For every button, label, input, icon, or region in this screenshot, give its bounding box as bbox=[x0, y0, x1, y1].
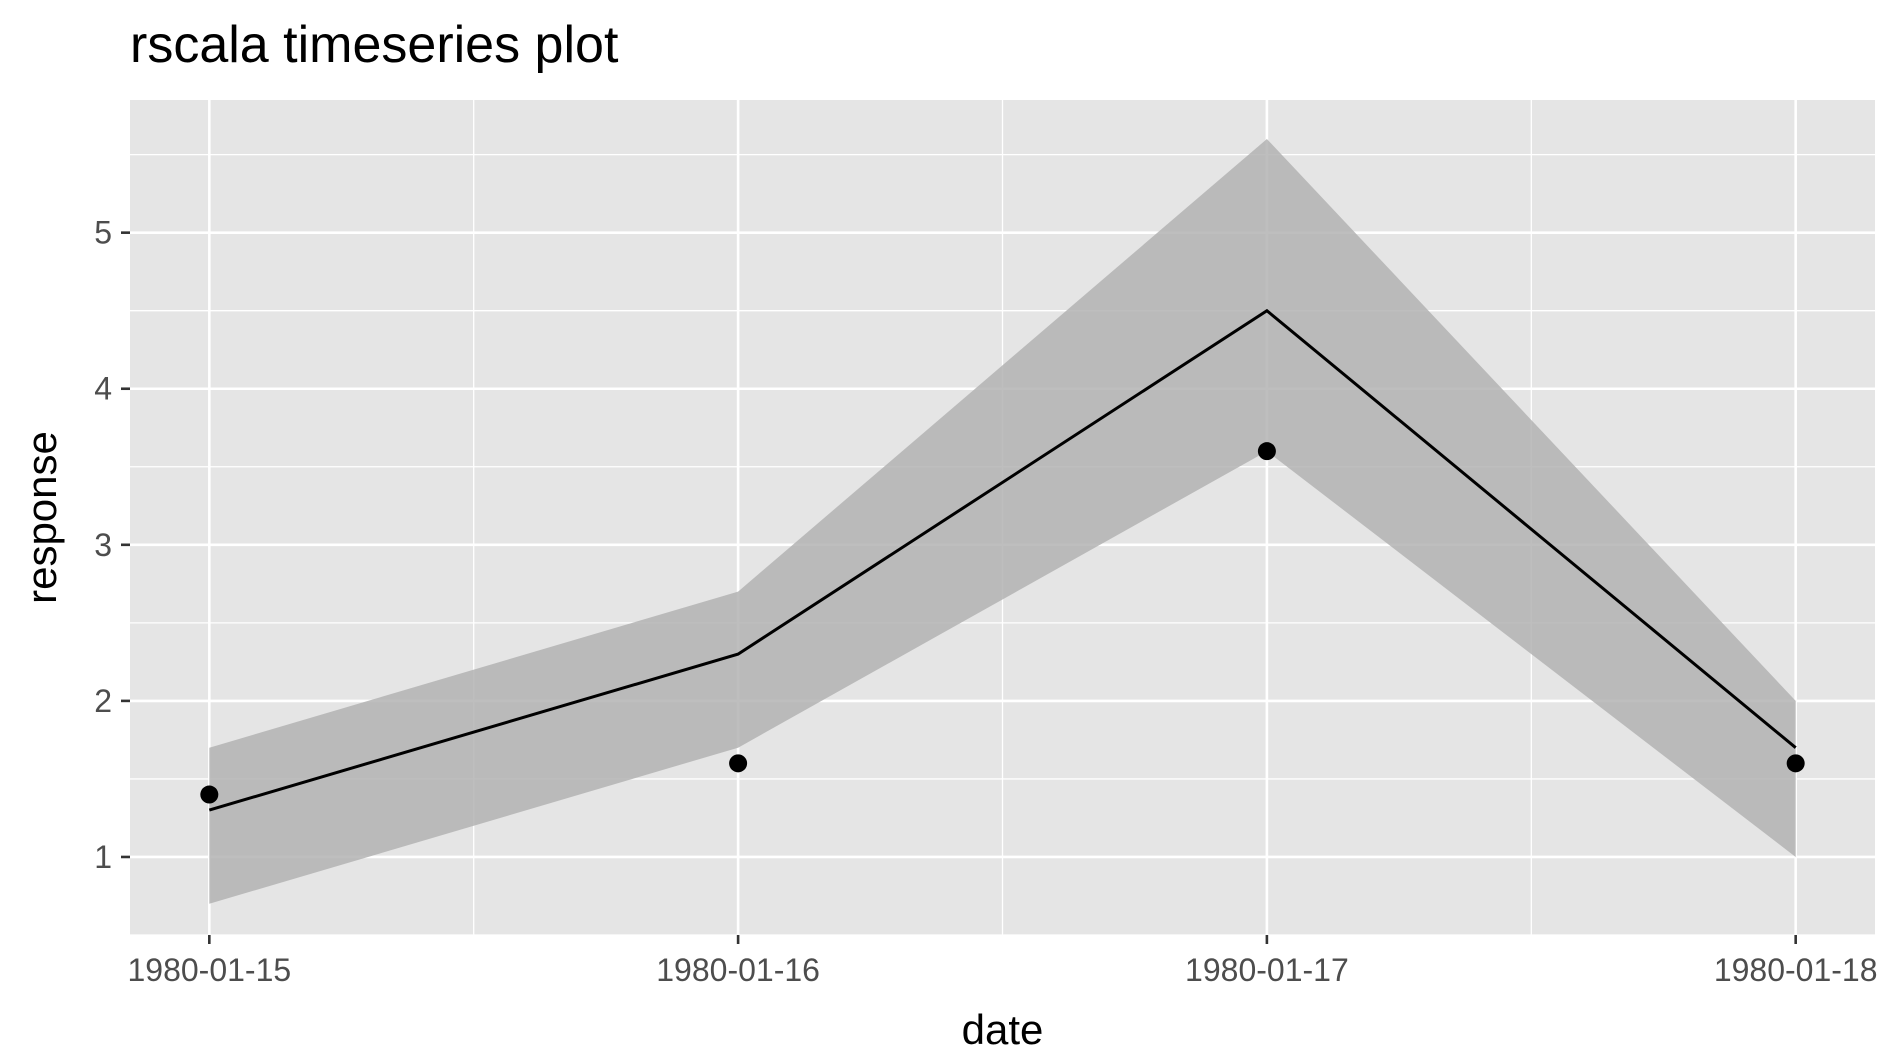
x-axis: 1980-01-15 1980-01-16 1980-01-17 1980-01-18 bbox=[127, 935, 1878, 988]
y-tick-label: 4 bbox=[94, 371, 112, 407]
chart-title: rscala timeseries plot bbox=[130, 16, 619, 74]
x-tick-label: 1980-01-15 bbox=[127, 952, 291, 988]
x-tick-label: 1980-01-18 bbox=[1714, 952, 1878, 988]
data-point bbox=[729, 754, 748, 773]
confidence-ribbon bbox=[209, 139, 1796, 904]
x-tick-label: 1980-01-17 bbox=[1185, 952, 1349, 988]
y-axis-label: response bbox=[18, 431, 65, 604]
data-point bbox=[1257, 442, 1276, 461]
y-tick-label: 1 bbox=[94, 839, 112, 875]
data-point bbox=[200, 785, 219, 804]
x-axis-label: date bbox=[962, 1006, 1044, 1053]
series-line bbox=[208, 308, 1797, 812]
data-points bbox=[200, 442, 1805, 804]
y-tick-label: 5 bbox=[94, 215, 112, 251]
data-point bbox=[1786, 754, 1805, 773]
y-tick-label: 2 bbox=[94, 683, 112, 719]
y-axis: 1 2 3 4 5 bbox=[94, 215, 130, 875]
y-tick-label: 3 bbox=[94, 527, 112, 563]
x-tick-label: 1980-01-16 bbox=[656, 952, 820, 988]
